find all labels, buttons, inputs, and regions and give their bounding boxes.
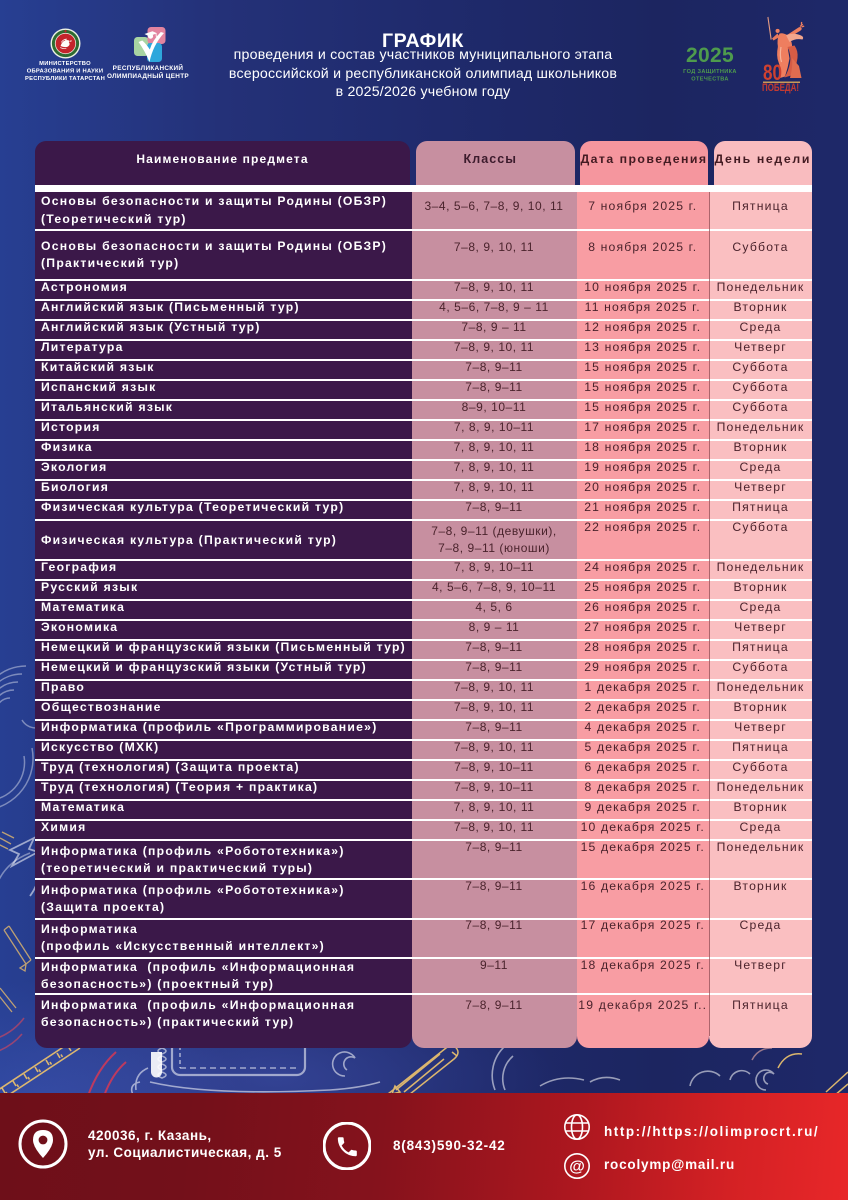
svg-text:@: @ [569, 1159, 585, 1176]
svg-text:ПОБЕДА!: ПОБЕДА! [762, 82, 799, 94]
svg-text:80: 80 [763, 60, 782, 85]
